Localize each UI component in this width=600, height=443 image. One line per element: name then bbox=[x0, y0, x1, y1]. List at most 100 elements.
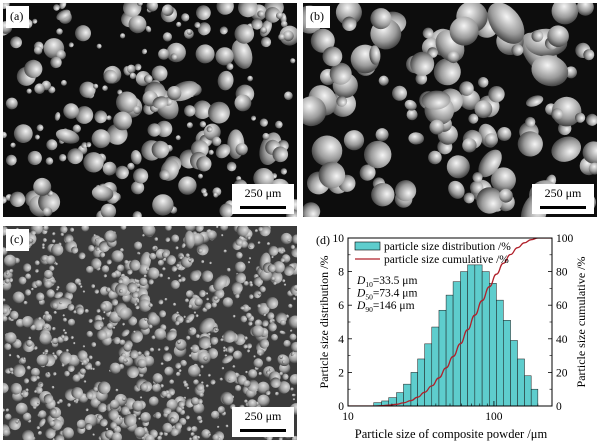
particle bbox=[12, 291, 25, 304]
y-tick-label-left: 0 bbox=[338, 401, 344, 413]
particle bbox=[216, 425, 220, 429]
particle bbox=[259, 118, 268, 127]
particle bbox=[336, 96, 348, 107]
particle bbox=[206, 297, 209, 301]
particle bbox=[54, 434, 65, 440]
particle bbox=[126, 268, 133, 275]
particle bbox=[175, 246, 179, 250]
particle bbox=[127, 282, 138, 293]
particle bbox=[93, 319, 104, 330]
particle bbox=[154, 328, 167, 341]
particle bbox=[318, 161, 346, 189]
particle bbox=[91, 129, 111, 149]
particle bbox=[162, 352, 173, 362]
particle bbox=[167, 277, 171, 280]
particle bbox=[177, 274, 181, 278]
particle bbox=[46, 255, 56, 265]
particle bbox=[234, 261, 246, 273]
particle bbox=[259, 285, 266, 293]
particle bbox=[99, 302, 107, 310]
particle bbox=[81, 142, 88, 149]
particle bbox=[9, 191, 26, 208]
particle bbox=[52, 232, 56, 236]
particle bbox=[92, 386, 98, 392]
histogram-bar bbox=[467, 264, 476, 406]
particle bbox=[119, 289, 124, 294]
histogram-bar bbox=[503, 320, 511, 406]
particle bbox=[551, 136, 582, 162]
particle bbox=[37, 431, 43, 436]
particle bbox=[133, 168, 149, 184]
particle bbox=[79, 285, 83, 288]
particle bbox=[9, 307, 12, 311]
particle bbox=[236, 226, 249, 237]
particle bbox=[243, 380, 251, 388]
particle bbox=[25, 273, 32, 280]
particle bbox=[277, 381, 291, 394]
particle bbox=[254, 229, 259, 233]
particle bbox=[79, 81, 96, 98]
particle bbox=[258, 353, 262, 357]
particle bbox=[359, 164, 376, 181]
particle bbox=[176, 21, 182, 28]
particle bbox=[33, 46, 43, 55]
y-tick-label-right: 80 bbox=[556, 267, 568, 279]
particle bbox=[329, 62, 352, 85]
particle bbox=[275, 12, 283, 20]
particle bbox=[157, 259, 165, 267]
particle bbox=[38, 418, 46, 428]
particle bbox=[133, 105, 142, 115]
particle bbox=[55, 128, 80, 144]
particle bbox=[213, 288, 225, 299]
particle bbox=[189, 328, 192, 331]
particle bbox=[132, 400, 144, 412]
particle bbox=[81, 226, 89, 232]
particle bbox=[58, 153, 67, 162]
particle bbox=[193, 311, 197, 314]
particle bbox=[3, 408, 5, 412]
particle bbox=[8, 353, 12, 357]
particle bbox=[251, 115, 256, 121]
particle bbox=[220, 234, 224, 237]
particle bbox=[248, 257, 252, 260]
particle bbox=[259, 338, 270, 349]
particle bbox=[18, 276, 27, 285]
d-value-annotation: D10=33.5 μm bbox=[356, 275, 417, 289]
particle bbox=[234, 94, 252, 112]
particle bbox=[63, 370, 70, 377]
particle bbox=[184, 230, 195, 249]
particle bbox=[102, 310, 106, 314]
particle bbox=[159, 169, 170, 181]
particle bbox=[235, 251, 243, 259]
particle bbox=[149, 347, 155, 353]
particle bbox=[410, 51, 435, 76]
particle bbox=[117, 264, 125, 272]
particle bbox=[231, 282, 243, 294]
particle bbox=[226, 63, 234, 71]
particle bbox=[158, 431, 163, 436]
particle bbox=[3, 298, 6, 302]
particle bbox=[187, 364, 201, 378]
particle bbox=[251, 325, 264, 338]
particle bbox=[224, 370, 237, 383]
particle bbox=[8, 367, 14, 373]
particle bbox=[85, 423, 93, 430]
particle bbox=[429, 119, 445, 135]
particle bbox=[206, 126, 213, 133]
particle bbox=[166, 255, 176, 265]
particle bbox=[272, 281, 277, 285]
particle bbox=[151, 65, 168, 82]
particle bbox=[52, 352, 55, 355]
particle bbox=[198, 289, 206, 298]
particle bbox=[186, 386, 190, 390]
particle bbox=[141, 48, 148, 55]
panel-label-b: (b) bbox=[306, 6, 330, 28]
particle bbox=[270, 377, 281, 388]
particle bbox=[122, 3, 142, 18]
particle bbox=[369, 45, 381, 65]
particle bbox=[50, 408, 57, 415]
particle bbox=[283, 265, 295, 276]
particle bbox=[342, 16, 357, 31]
particle bbox=[62, 317, 67, 322]
particle bbox=[106, 322, 114, 330]
